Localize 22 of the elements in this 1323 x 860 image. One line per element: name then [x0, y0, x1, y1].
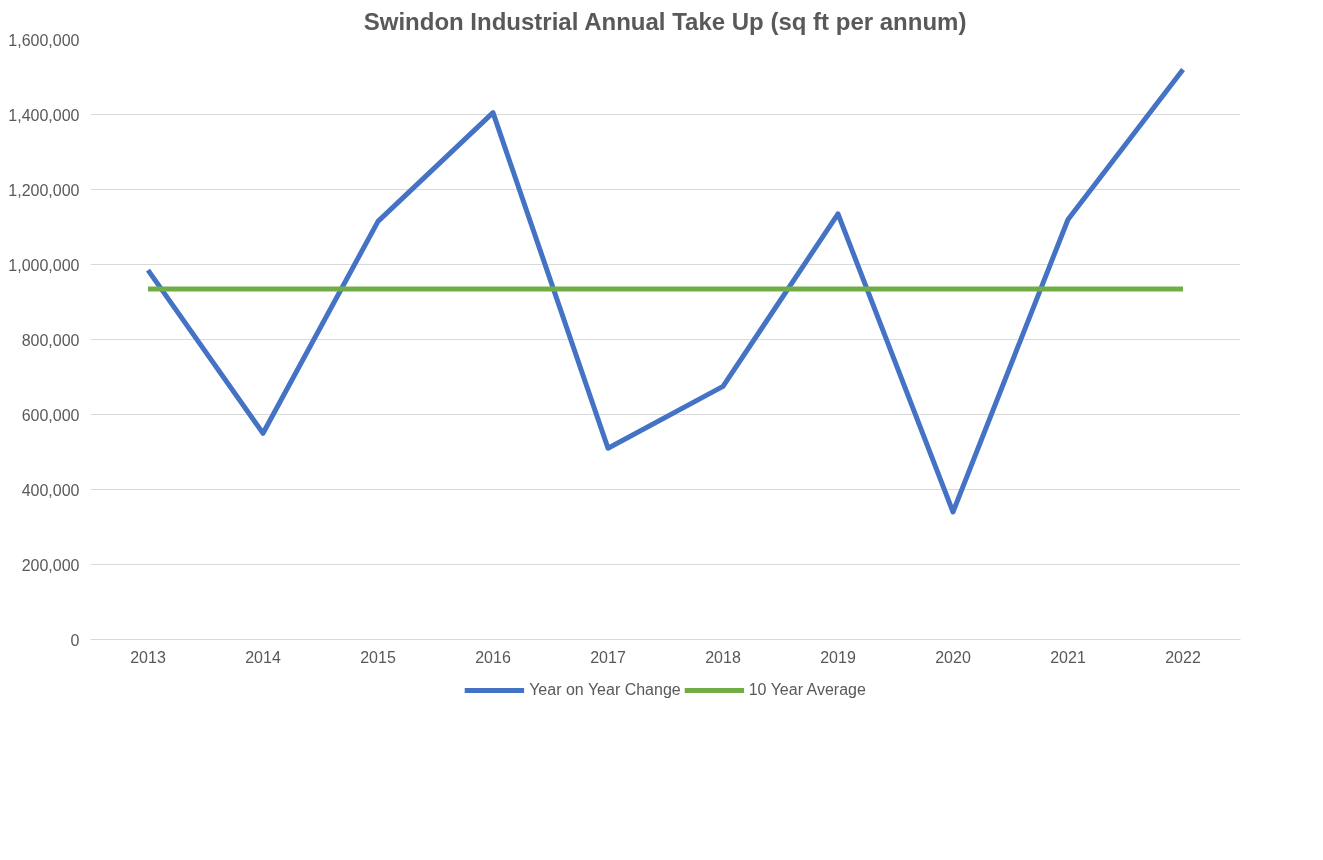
x-tick-label: 2018: [705, 648, 741, 666]
x-tick-label: 2022: [1165, 648, 1201, 666]
y-tick-label: 1,600,000: [8, 31, 80, 49]
y-tick-label: 200,000: [21, 556, 80, 574]
x-tick-label: 2014: [245, 648, 281, 666]
x-tick-label: 2020: [935, 648, 971, 666]
x-tick-label: 2013: [130, 648, 166, 666]
y-tick-label: 1,400,000: [8, 106, 80, 124]
x-tick-label: 2019: [820, 648, 856, 666]
y-tick-label: 600,000: [21, 406, 80, 424]
y-tick-label: 1,000,000: [8, 256, 80, 274]
x-tick-label: 2021: [1050, 648, 1086, 666]
x-tick-label: 2017: [590, 648, 626, 666]
y-tick-label: 0: [70, 631, 80, 649]
y-tick-label: 400,000: [21, 481, 80, 499]
x-tick-label: 2016: [475, 648, 511, 666]
legend-label: 10 Year Average: [748, 681, 866, 699]
x-tick-label: 2015: [360, 648, 396, 666]
y-tick-label: 1,200,000: [8, 181, 80, 199]
legend-label: Year on Year Change: [529, 681, 681, 699]
y-tick-label: 800,000: [21, 331, 80, 349]
chart-title: Swindon Industrial Annual Take Up (sq ft per annum): [363, 7, 967, 35]
